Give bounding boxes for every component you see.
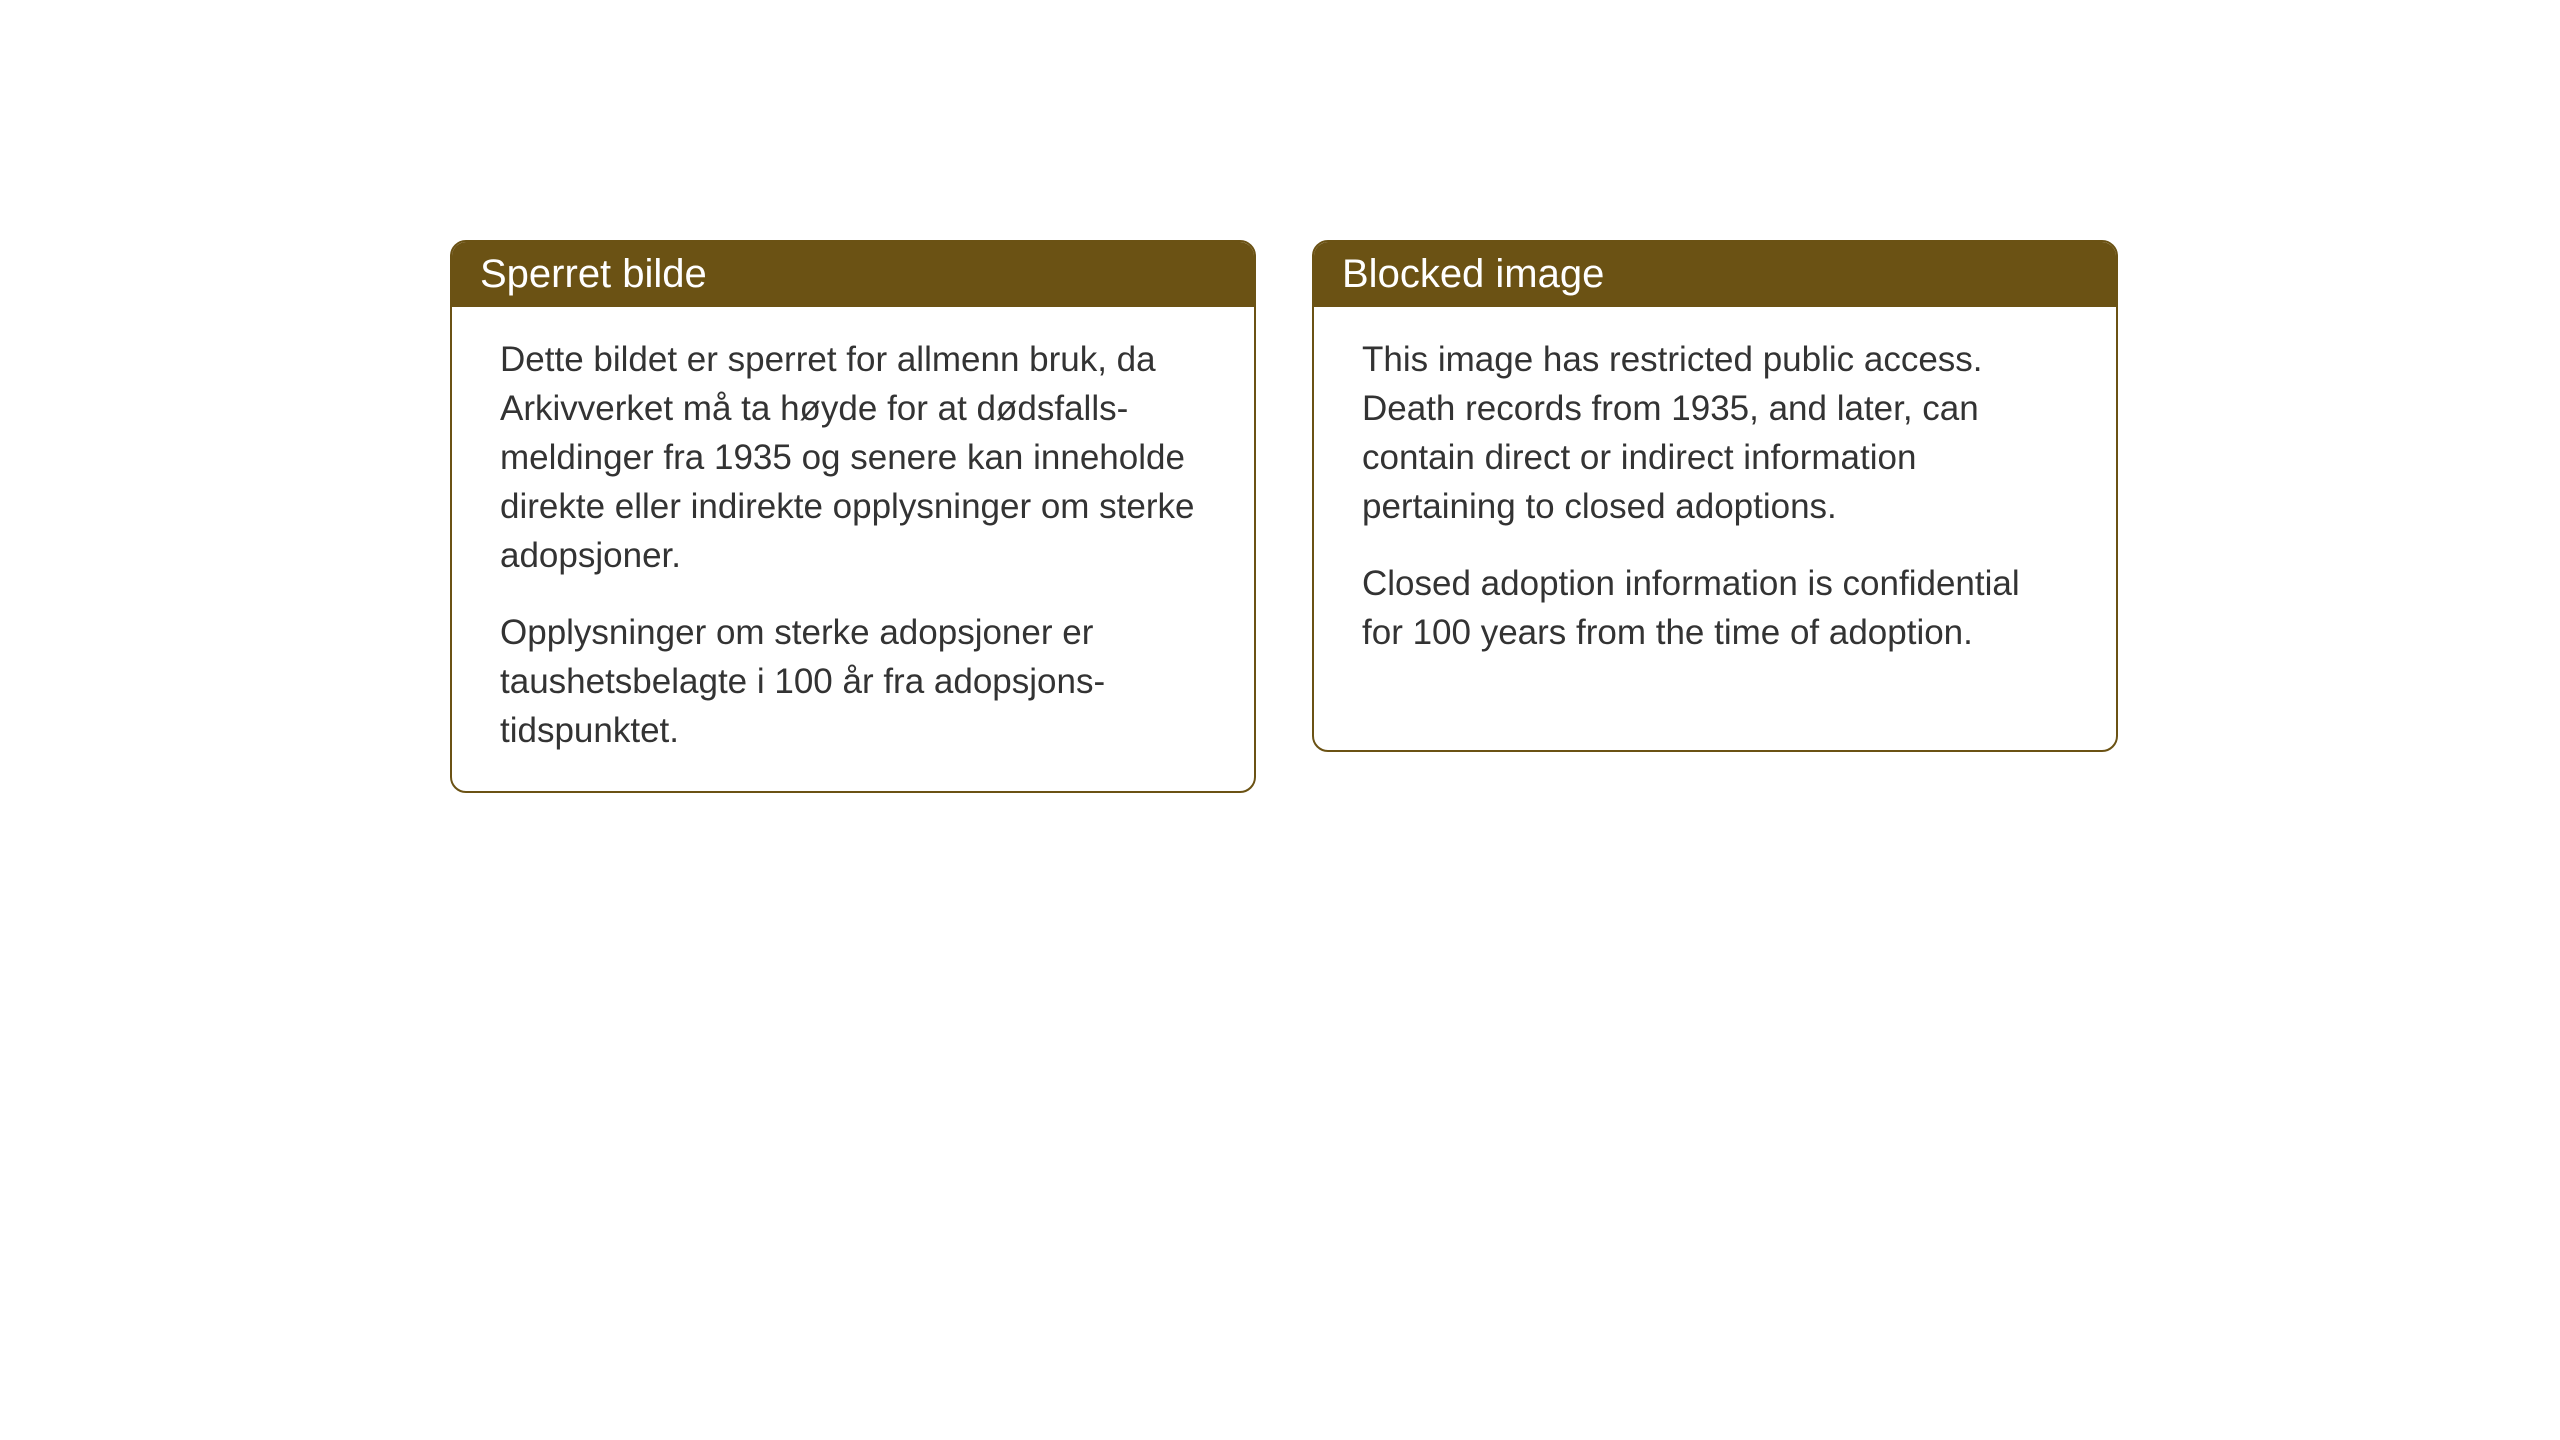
card-paragraph-1-norwegian: Dette bildet er sperret for allmenn bruk… (500, 335, 1206, 580)
notice-container: Sperret bilde Dette bildet er sperret fo… (450, 240, 2118, 793)
card-paragraph-1-english: This image has restricted public access.… (1362, 335, 2068, 531)
card-body-norwegian: Dette bildet er sperret for allmenn bruk… (452, 307, 1254, 791)
card-paragraph-2-english: Closed adoption information is confident… (1362, 559, 2068, 657)
card-paragraph-2-norwegian: Opplysninger om sterke adopsjoner er tau… (500, 608, 1206, 755)
notice-card-norwegian: Sperret bilde Dette bildet er sperret fo… (450, 240, 1256, 793)
card-header-norwegian: Sperret bilde (452, 242, 1254, 307)
card-body-english: This image has restricted public access.… (1314, 307, 2116, 693)
notice-card-english: Blocked image This image has restricted … (1312, 240, 2118, 752)
card-header-english: Blocked image (1314, 242, 2116, 307)
